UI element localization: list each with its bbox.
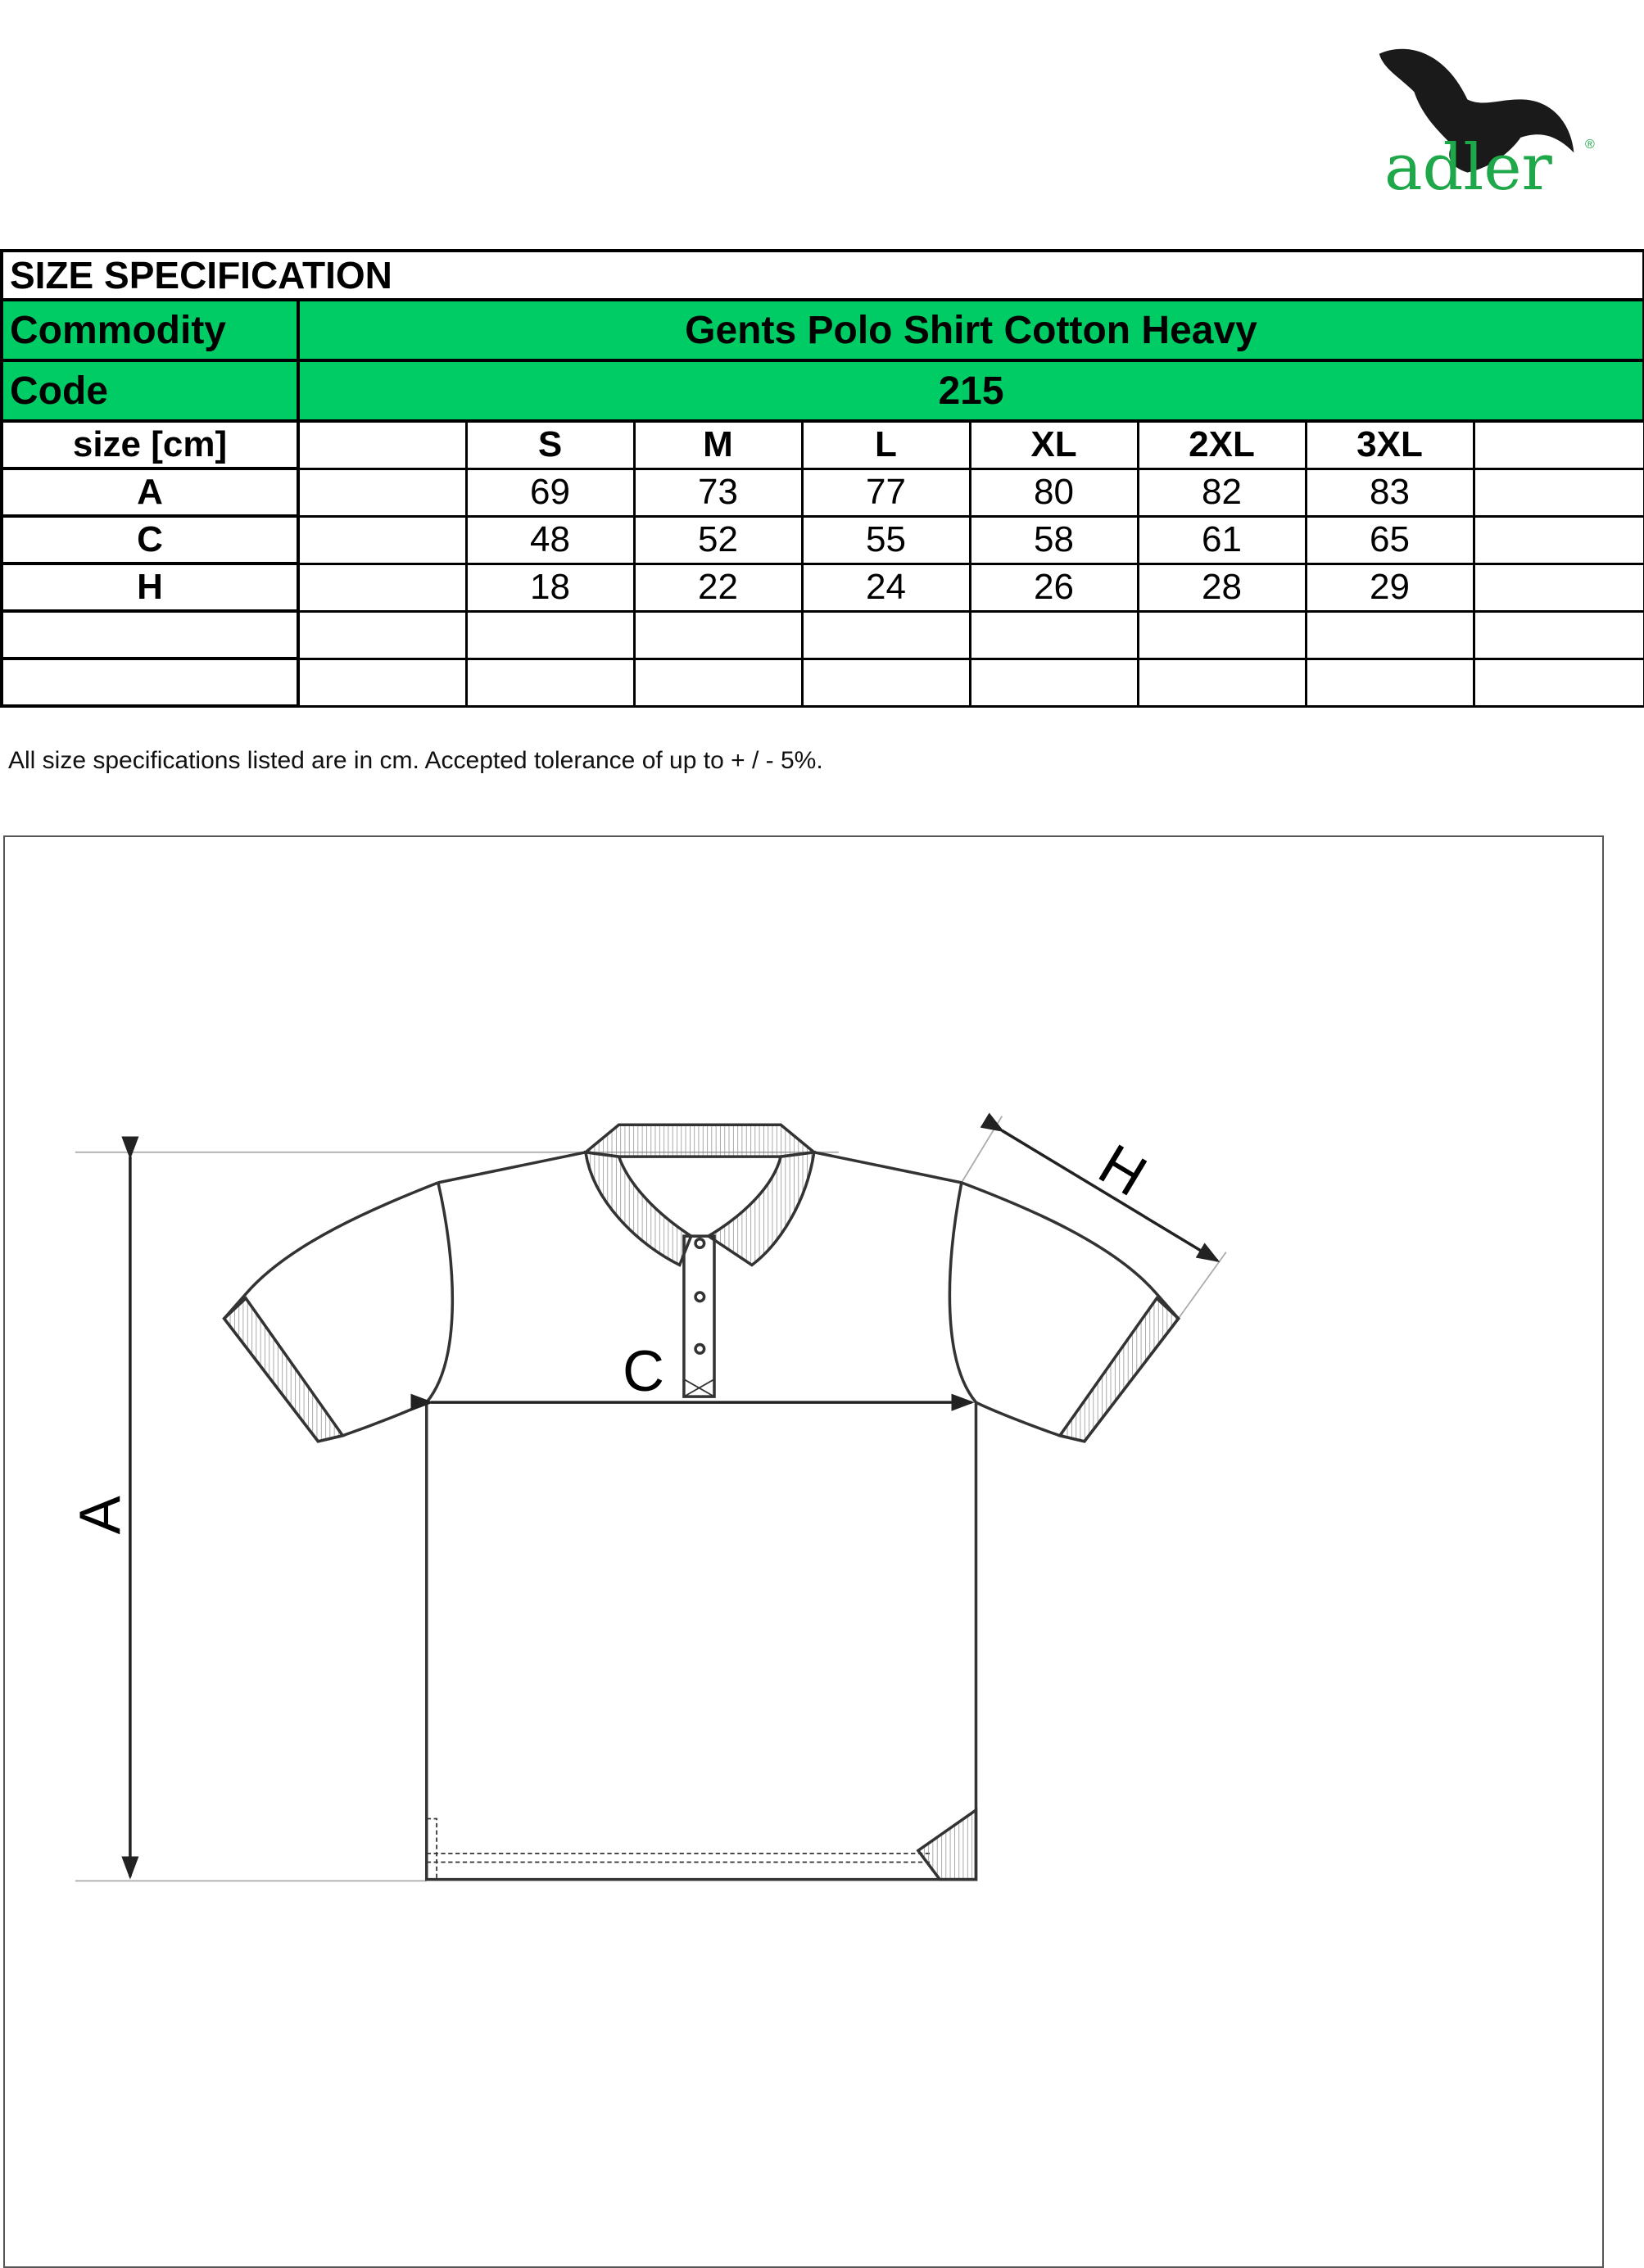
commodity-label: Commodity <box>0 298 300 362</box>
side-vent <box>916 1807 978 1881</box>
table-cell: 26 <box>968 562 1139 613</box>
table-cell <box>1136 657 1307 708</box>
brand-wordmark: adler <box>1384 131 1552 205</box>
size-header: M <box>632 419 804 470</box>
commodity-value: Gents Polo Shirt Cotton Heavy <box>296 298 1644 362</box>
table-cell <box>632 609 804 660</box>
table-cell: 22 <box>632 562 804 613</box>
registered-mark: ® <box>1585 138 1595 152</box>
row-label: C <box>0 514 300 565</box>
table-cell: 24 <box>800 562 971 613</box>
button <box>694 1342 706 1355</box>
button <box>694 1237 706 1250</box>
adler-eagle-logo <box>1379 48 1574 173</box>
table-cell <box>297 562 468 613</box>
table-cell: 69 <box>464 467 636 518</box>
table-cell <box>297 514 468 565</box>
code-value: 215 <box>296 359 1644 423</box>
size-label: size [cm] <box>0 419 300 470</box>
size-header: L <box>800 419 971 470</box>
size-header <box>1472 419 1644 470</box>
table-cell <box>464 609 636 660</box>
table-cell <box>297 609 468 660</box>
table-cell <box>464 657 636 708</box>
table-cell: 61 <box>1136 514 1307 565</box>
table-cell: 18 <box>464 562 636 613</box>
table-cell <box>632 657 804 708</box>
size-specification-table: SIZE SPECIFICATION Commodity Gents Polo S… <box>0 249 1644 708</box>
table-cell <box>1472 514 1644 565</box>
table-cell: 28 <box>1136 562 1307 613</box>
left-sleeve <box>222 1181 455 1443</box>
table-cell <box>297 657 468 708</box>
table-cell <box>1472 562 1644 613</box>
table-cell <box>1136 609 1307 660</box>
size-header-row: size [cm] S M L XL 2XL 3XL <box>0 419 1644 470</box>
label-h: H <box>1089 1131 1157 1208</box>
table-cell: 83 <box>1304 467 1475 518</box>
table-row <box>0 657 1644 708</box>
table-cell: 48 <box>464 514 636 565</box>
table-cell <box>800 609 971 660</box>
table-cell <box>1472 657 1644 708</box>
table-cell: 80 <box>968 467 1139 518</box>
table-row: H 18 22 24 26 28 29 <box>0 562 1644 613</box>
label-a: A <box>67 1496 132 1534</box>
size-header: 3XL <box>1304 419 1475 470</box>
collar-back <box>582 1123 818 1158</box>
table-cell: 29 <box>1304 562 1475 613</box>
table-row: C 48 52 55 58 61 65 <box>0 514 1644 565</box>
table-cell <box>297 467 468 518</box>
table-cell <box>1304 609 1475 660</box>
table-cell: 65 <box>1304 514 1475 565</box>
size-header <box>297 419 468 470</box>
placket <box>682 1234 716 1398</box>
table-cell <box>800 657 971 708</box>
table-cell <box>1472 609 1644 660</box>
table-cell: 58 <box>968 514 1139 565</box>
tolerance-note: All size specifications listed are in cm… <box>8 747 823 774</box>
table-cell: 82 <box>1136 467 1307 518</box>
button <box>694 1291 706 1303</box>
row-label: A <box>0 467 300 518</box>
measure-h-line <box>980 1112 1221 1263</box>
row-label <box>0 609 300 660</box>
table-cell <box>968 657 1139 708</box>
table-row: A 69 73 77 80 82 83 <box>0 467 1644 518</box>
collar-left <box>583 1150 693 1267</box>
row-label <box>0 657 300 708</box>
table-cell <box>1304 657 1475 708</box>
code-label: Code <box>0 359 300 423</box>
table-cell: 55 <box>800 514 971 565</box>
shirt-body <box>424 1402 978 1881</box>
table-cell <box>1472 467 1644 518</box>
size-header: S <box>464 419 636 470</box>
size-header: 2XL <box>1136 419 1307 470</box>
table-cell: 77 <box>800 467 971 518</box>
collar-right <box>705 1150 816 1267</box>
size-header: XL <box>968 419 1139 470</box>
right-sleeve <box>948 1181 1180 1443</box>
table-title: SIZE SPECIFICATION <box>0 249 1644 301</box>
label-c: C <box>623 1338 664 1403</box>
table-cell: 52 <box>632 514 804 565</box>
table-cell: 73 <box>632 467 804 518</box>
table-cell <box>968 609 1139 660</box>
table-row <box>0 609 1644 660</box>
row-label: H <box>0 562 300 613</box>
